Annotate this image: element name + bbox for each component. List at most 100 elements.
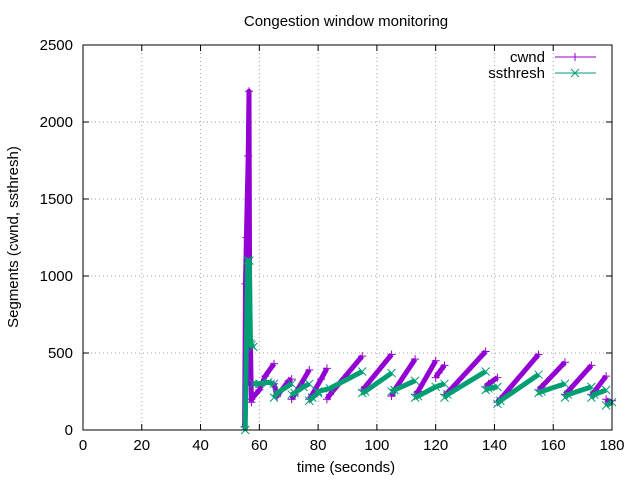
ssthresh-point (410, 376, 420, 386)
ssthresh-point (493, 382, 502, 392)
ssthresh-point (484, 384, 493, 393)
cwnd-point (431, 373, 440, 382)
ssthresh-series (240, 256, 617, 435)
y-tick-label: 1000 (40, 268, 73, 285)
cwnd-point (481, 347, 490, 356)
cwnd-point (602, 372, 611, 381)
ssthresh-point (495, 396, 505, 406)
ssthresh-point (357, 367, 367, 376)
cwnd-point (411, 355, 420, 364)
cwnd-point (322, 364, 331, 373)
ssthresh-point (272, 388, 282, 398)
cwnd-point (244, 151, 253, 160)
chart-title: Congestion window monitoring (244, 13, 448, 30)
x-tick-label: 140 (482, 437, 507, 454)
ssthresh-point (560, 379, 570, 389)
cwnd-point (247, 395, 256, 404)
cwnd-point (493, 373, 502, 382)
cwnd-point (571, 53, 579, 61)
ssthresh-point (587, 382, 596, 392)
ssthresh-point (287, 390, 297, 399)
cwnd-point (287, 375, 296, 384)
ssthresh-point (357, 388, 367, 398)
cwnd-point (325, 390, 334, 399)
ssthresh-point (481, 385, 490, 395)
ssthresh-point (590, 390, 599, 399)
cwnd-point (242, 233, 251, 242)
ssthresh-point (413, 391, 423, 401)
ssthresh-point (263, 377, 273, 387)
x-tick-label: 20 (133, 437, 150, 454)
x-tick-label: 180 (599, 437, 624, 454)
ssthresh-point (443, 390, 452, 399)
x-tick-label: 120 (423, 437, 448, 454)
x-tick-label: 160 (541, 437, 566, 454)
cwnd-series (240, 87, 616, 431)
ssthresh-point (244, 256, 254, 265)
x-tick-label: 60 (251, 437, 268, 454)
ssthresh-point (387, 387, 396, 396)
ssthresh-point (269, 393, 279, 403)
cwnd-point (534, 350, 543, 359)
legend-label-ssthresh: ssthresh (488, 65, 545, 82)
cwnd-point (560, 358, 569, 367)
ssthresh-point (387, 368, 396, 378)
x-tick-label: 40 (192, 437, 209, 454)
ssthresh-point (313, 387, 323, 396)
cwnd-point (270, 359, 279, 368)
cwnd-point (587, 361, 596, 370)
ssthresh-point (563, 390, 573, 399)
cwnd-line (433, 363, 447, 379)
cwnd-point (431, 356, 440, 365)
y-axis-title: Segments (cwnd, ssthresh) (5, 146, 22, 328)
y-tick-label: 2500 (40, 37, 73, 54)
ssthresh-point (410, 393, 420, 403)
ssthresh-point (269, 379, 279, 389)
ssthresh-point (601, 385, 611, 395)
ssthresh-point (481, 367, 490, 376)
cwnd-point (305, 365, 314, 374)
y-tick-label: 1500 (40, 191, 73, 208)
grid (83, 45, 612, 430)
ssthresh-point (537, 387, 546, 396)
y-tick-label: 500 (48, 345, 73, 362)
ssthresh-point (304, 379, 314, 389)
cwnd-point (245, 87, 254, 96)
plot-area (240, 87, 617, 435)
ssthresh-point (254, 379, 264, 389)
ssthresh-point (431, 382, 441, 392)
ssthresh-point (249, 342, 258, 352)
x-axis-title: time (seconds) (297, 459, 395, 476)
cwnd-point (255, 385, 264, 394)
ssthresh-point (360, 387, 370, 396)
cwnd-point (317, 375, 326, 384)
ssthresh-point (534, 388, 543, 398)
cwnd-point (322, 395, 331, 404)
cwnd-point (358, 352, 367, 361)
x-tick-label: 80 (310, 437, 327, 454)
ssthresh-point (290, 388, 299, 398)
x-tick-label: 0 (79, 437, 87, 454)
axis-ticks: 0 20 40 60 80 100 120 140 160 180 0 500 1000 1500 2000… (40, 37, 625, 454)
y-tick-label: 2000 (40, 114, 73, 131)
cwnd-point (440, 361, 449, 370)
cwnd-line (324, 354, 365, 401)
y-tick-label: 0 (65, 422, 73, 439)
x-tick-label: 100 (364, 437, 389, 454)
ssthresh-point (325, 384, 335, 393)
ssthresh-point (299, 382, 308, 392)
ssthresh-point (390, 385, 399, 395)
plot-frame (82, 44, 613, 431)
ssthresh-point (570, 68, 580, 78)
ssthresh-line (253, 379, 275, 387)
ssthresh-point (534, 370, 543, 379)
ssthresh-point (601, 401, 611, 410)
ssthresh-point (287, 379, 297, 389)
ssthresh-point (243, 256, 252, 265)
cwnd-point (434, 369, 443, 378)
ssthresh-point (440, 379, 449, 389)
legend-label-cwnd: cwnd (510, 49, 545, 66)
